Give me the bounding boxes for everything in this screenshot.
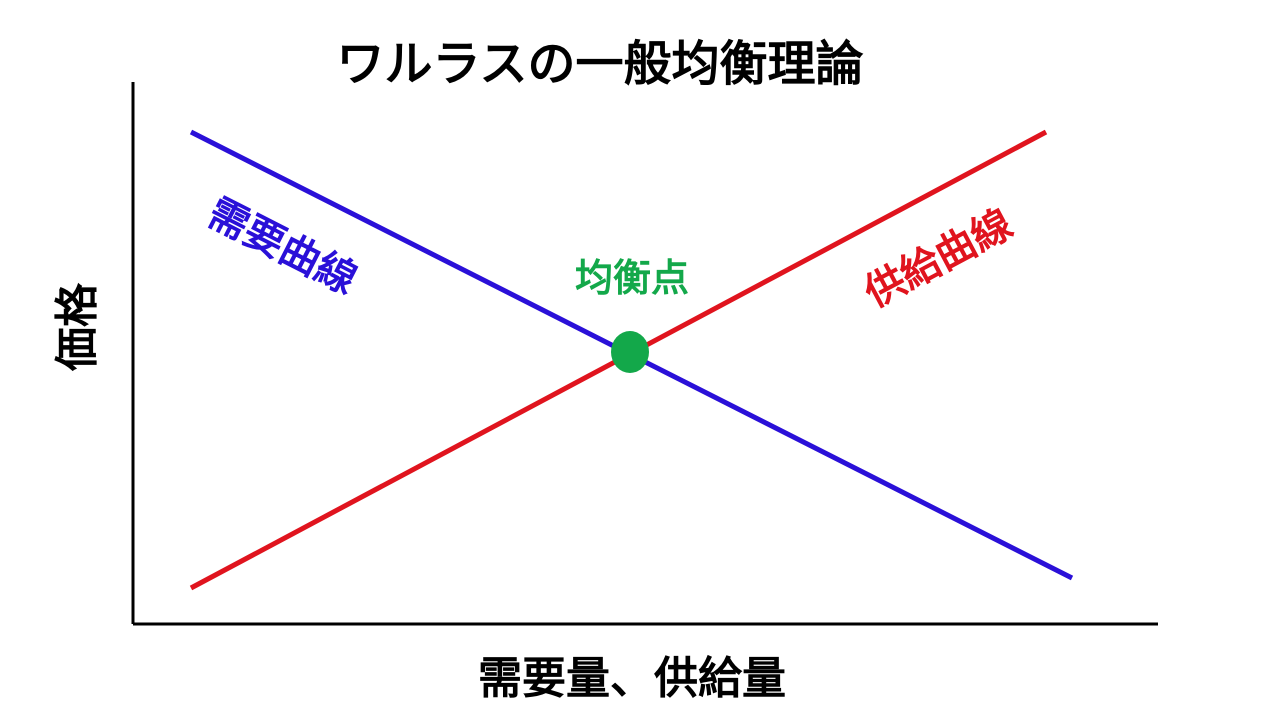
y-axis-label: 価格 [52,282,103,372]
equilibrium-label: 均衡点 [575,256,689,300]
x-axis-label: 需要量、供給量 [478,653,786,704]
diagram-title: ワルラスの一般均衡理論 [336,36,863,92]
equilibrium-point [611,331,649,373]
